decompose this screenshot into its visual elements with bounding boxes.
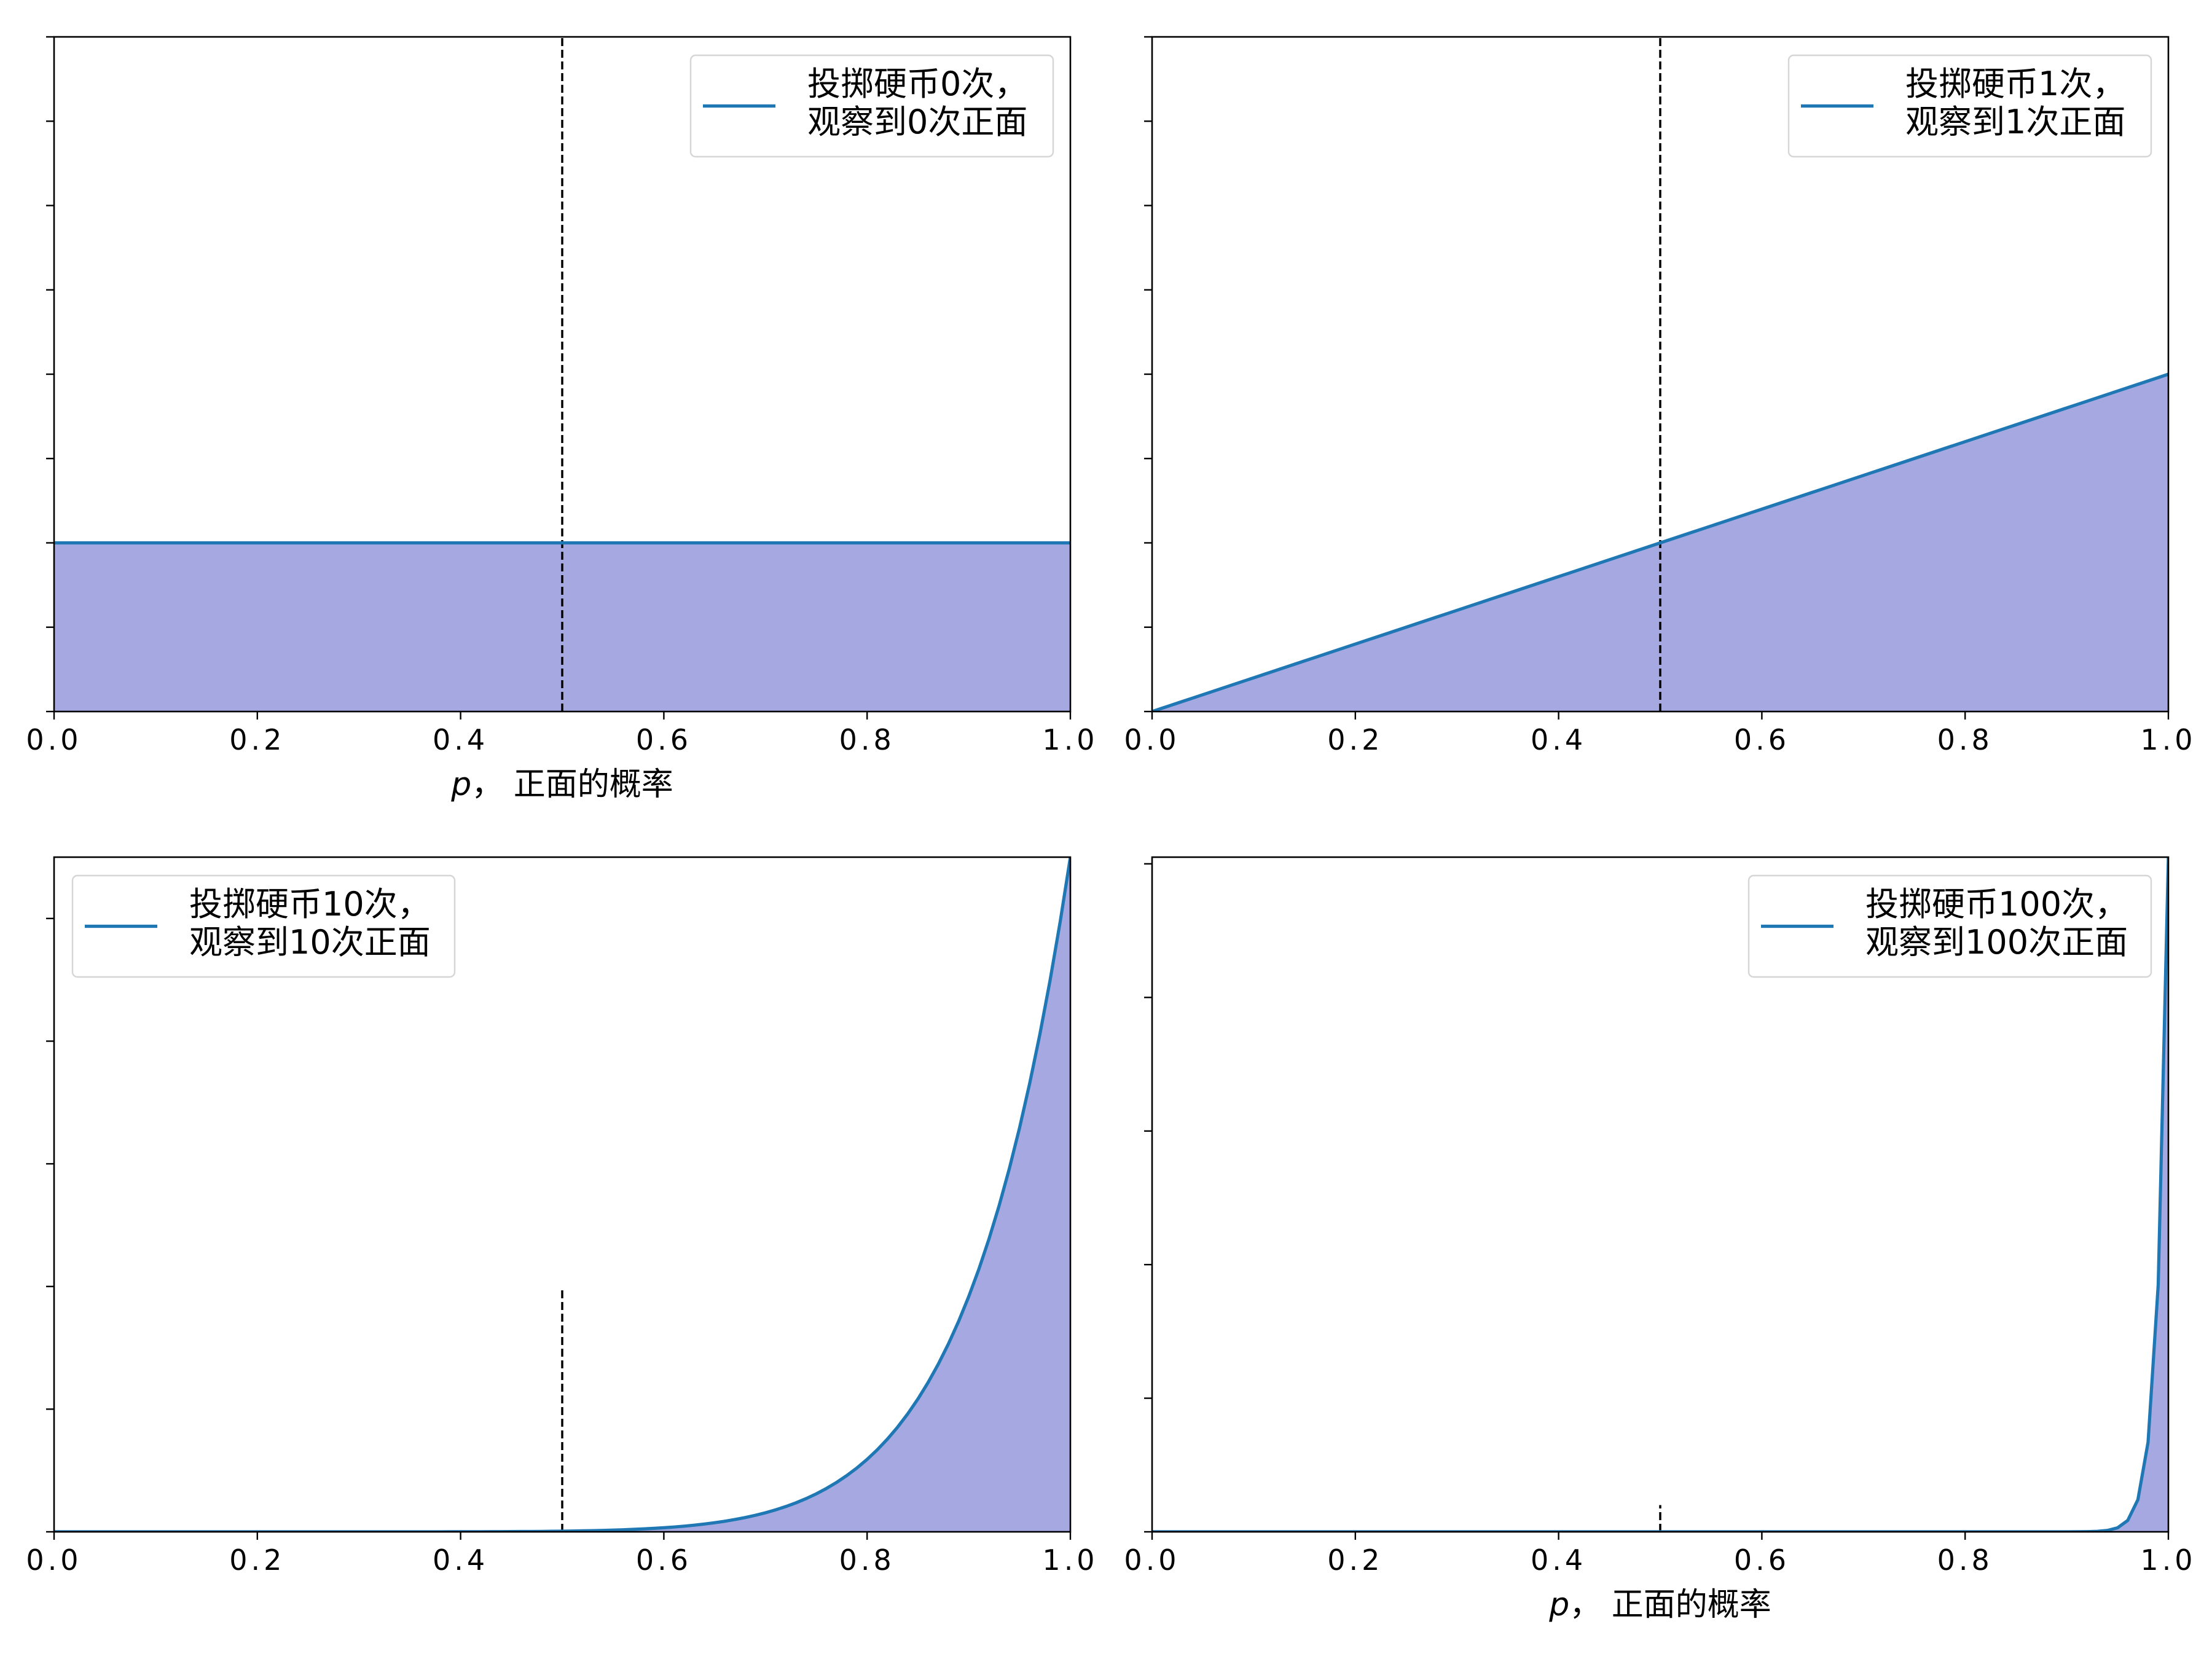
- legend-label: 观察到100次正面: [1865, 923, 2128, 962]
- legend: 投掷硬币1次，观察到1次正面: [1787, 54, 2152, 158]
- legend-label: 投掷硬币0次，: [807, 65, 1027, 103]
- legend-box: [1787, 54, 2152, 158]
- legend-label: 观察到1次正面: [1905, 103, 2125, 141]
- legend-label: 投掷硬币100次，: [1865, 885, 2128, 924]
- x-tick-label: 0.8: [839, 723, 895, 756]
- panel-1: 0.0 0.2 0.4 0.6 0.8 1.0 p， 正面的概率 投掷硬币0次，观察到0次正面: [26, 36, 1098, 803]
- legend: 投掷硬币100次，观察到100次正面: [1747, 874, 2152, 978]
- x-tick-label: 0.8: [839, 1543, 895, 1577]
- legend-label: 观察到10次正面: [189, 923, 431, 962]
- x-tick-label: 1.0: [2140, 723, 2196, 756]
- x-tick-label: 0.6: [636, 723, 692, 756]
- legend-box: [1747, 874, 2152, 978]
- legend-label: 观察到0次正面: [807, 103, 1027, 141]
- legend-box: [71, 874, 456, 978]
- x-tick-label: 0.4: [1531, 723, 1586, 756]
- legend-box: [689, 54, 1054, 158]
- x-tick-label: 0.6: [636, 1543, 692, 1577]
- x-tick-label: 0.4: [433, 723, 488, 756]
- area-fill: [54, 857, 1070, 1532]
- panel-2: 0.0 0.2 0.4 0.6 0.8 1.0 投掷硬币1次，观察到1次正面: [1124, 36, 2196, 756]
- x-tick-label: 0.2: [229, 1543, 285, 1577]
- x-tick-label: 1.0: [1042, 1543, 1098, 1577]
- x-tick-label: 0.2: [229, 723, 285, 756]
- x-tick-label: 0.8: [1937, 723, 1993, 756]
- legend: 投掷硬币0次，观察到0次正面: [689, 54, 1054, 158]
- x-tick-label: 0.4: [433, 1543, 488, 1577]
- x-tick-label: 0.0: [1124, 1543, 1180, 1577]
- x-axis-label: p， 正面的概率: [450, 766, 673, 803]
- axes-frame: [1151, 856, 2170, 1533]
- panel-4: 0.0 0.2 0.4 0.6 0.8 1.0 p， 正面的概率 投掷硬币100次，观察到10…: [1124, 856, 2196, 1623]
- x-tick-label: 0.6: [1734, 1543, 1790, 1577]
- x-tick-label: 0.6: [1734, 723, 1790, 756]
- legend: 投掷硬币10次，观察到10次正面: [71, 874, 456, 978]
- x-tick-label: 1.0: [2140, 1543, 2196, 1577]
- legend-label: 投掷硬币10次，: [189, 885, 431, 924]
- legend-label: 投掷硬币1次，: [1905, 65, 2125, 103]
- x-tick-label: 0.8: [1937, 1543, 1993, 1577]
- x-tick-label: 0.0: [1124, 723, 1180, 756]
- series-line: [1152, 372, 2168, 712]
- x-tick-label: 0.2: [1327, 723, 1383, 756]
- x-tick-label: 1.0: [1042, 723, 1098, 756]
- x-tick-label: 0.0: [26, 723, 82, 756]
- x-tick-label: 0.2: [1327, 1543, 1383, 1577]
- x-axis-label: p， 正面的概率: [1548, 1586, 1771, 1623]
- axes-frame: [53, 856, 1072, 1533]
- x-tick-label: 0.4: [1531, 1543, 1586, 1577]
- x-tick-label: 0.0: [26, 1543, 82, 1577]
- panel-3: 0.0 0.2 0.4 0.6 0.8 1.0 投掷硬币10次，观察到10次正面: [26, 856, 1098, 1577]
